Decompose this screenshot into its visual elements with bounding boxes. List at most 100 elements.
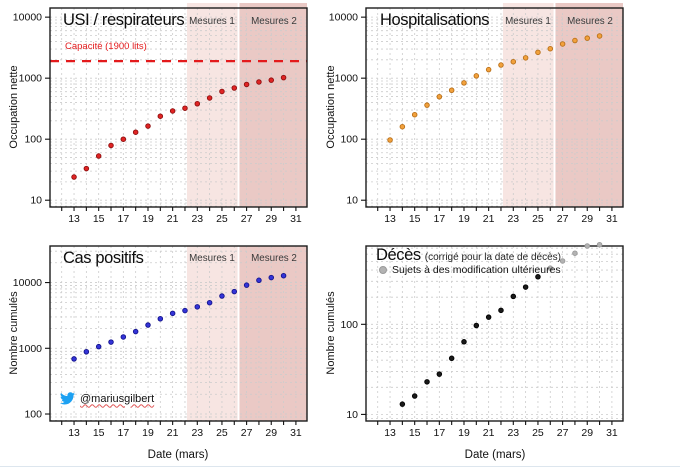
x-tick-label: 17 [433,427,445,439]
x-tick-label: 19 [142,213,154,225]
data-point-usi [145,123,151,129]
y-axis-title-deces: Nombre cumulés [325,291,337,375]
capacity-annotation: Capacité (1900 lits) [65,41,147,52]
x-tick-label: 21 [483,213,495,225]
data-point-usi [280,74,287,81]
data-point-deces-confirmes [436,371,443,377]
data-point-deces-confirmes [473,322,480,329]
deces-legend-label: Sujets à des modification ultérieures [392,264,561,276]
x-axis-title-right: Date (mars) [464,449,526,461]
y-tick-label: 1000 [19,73,43,85]
measures-region-1 [186,3,238,207]
data-point-cas_positifs [280,272,287,279]
panel-title-deces: Décès [376,246,421,264]
data-point-hospitalisations [461,80,467,86]
x-tick-label: 31 [606,213,618,225]
data-point-cas_positifs [256,277,262,284]
data-point-usi [95,153,102,159]
plot-box [365,245,624,422]
x-tick-label: 17 [117,427,129,439]
region-label-mesures1-usi: Mesures 1 [189,16,235,27]
x-tick-label: 29 [265,427,277,439]
measures-region-2 [555,3,623,207]
x-tick-label: 17 [117,213,129,225]
x-tick-label: 29 [265,213,277,225]
data-point-hospitalisations [411,111,418,118]
x-tick-label: 27 [241,427,253,439]
data-point-deces-confirmes [448,355,455,362]
data-point-cas_positifs [194,304,201,310]
data-point-usi [83,165,90,172]
data-point-hospitalisations [424,102,430,108]
x-tick-label: 19 [458,213,470,225]
x-tick-label: 13 [384,213,396,225]
y-tick-label: 1000 [335,73,359,85]
data-point-hospitalisations [436,94,443,100]
data-point-deces-confirmes [411,393,418,399]
y-tick-label: 100 [24,134,42,146]
data-point-hospitalisations [596,33,603,39]
x-tick-label: 23 [191,213,203,225]
data-point-hospitalisations [572,37,578,44]
x-tick-label: 21 [167,213,179,225]
data-point-cas_positifs [268,274,275,281]
data-point-hospitalisations [485,66,492,73]
x-tick-label: 13 [68,427,80,439]
x-tick-label: 25 [532,213,544,225]
data-point-hospitalisations [498,62,504,68]
region-label-mesures2-hosp: Mesures 2 [567,16,613,27]
x-tick-label: 15 [409,427,421,439]
data-point-usi [71,174,77,180]
y-tick-label: 10 [346,409,358,421]
data-point-usi [182,105,188,111]
data-point-deces-confirmes [522,284,529,290]
x-tick-label: 23 [191,427,203,439]
measures-region-1 [186,246,238,421]
data-point-cas_positifs [71,356,77,362]
x-tick-label: 31 [606,427,618,439]
x-tick-label: 15 [93,427,105,439]
data-point-usi [169,108,176,114]
x-tick-label: 21 [167,427,179,439]
data-point-cas_positifs [108,339,114,345]
y-tick-label: 10 [346,195,358,207]
x-tick-label: 15 [93,213,105,225]
data-point-usi [256,79,262,85]
x-tick-label: 25 [532,427,544,439]
data-point-hospitalisations [547,45,554,52]
data-point-cas_positifs [243,282,250,288]
data-point-cas_positifs [206,299,213,306]
data-point-deces-provisoires [559,258,566,264]
data-point-cas_positifs [145,322,151,328]
x-tick-label: 23 [507,213,519,225]
data-point-usi [243,81,250,88]
y-tick-label: 10000 [13,12,42,24]
data-point-hospitalisations [473,73,480,79]
data-point-hospitalisations [448,87,455,93]
x-tick-label: 21 [483,427,495,439]
data-point-hospitalisations [399,123,406,130]
data-point-deces-confirmes [424,379,430,385]
data-point-cas_positifs [219,293,225,299]
x-tick-label: 23 [507,427,519,439]
x-tick-label: 17 [433,213,445,225]
data-point-cas_positifs [83,348,90,355]
data-point-hospitalisations [535,49,541,56]
data-point-usi [194,100,201,107]
x-tick-label: 29 [581,427,593,439]
x-tick-label: 29 [581,213,593,225]
x-tick-label: 27 [557,213,569,225]
y-axis-title-usi: Occupation nette [8,65,20,149]
plot-box [49,245,308,422]
panel-title-deces-note: (corrigé pour la date de décès) [424,252,561,263]
plot-box [49,7,308,208]
data-point-cas_positifs [157,315,164,322]
data-point-hospitalisations [584,35,591,41]
data-point-cas_positifs [95,343,102,350]
data-point-deces-confirmes [399,401,406,407]
data-point-usi [268,77,275,83]
data-point-deces-confirmes [461,339,467,345]
data-point-cas_positifs [182,307,188,314]
